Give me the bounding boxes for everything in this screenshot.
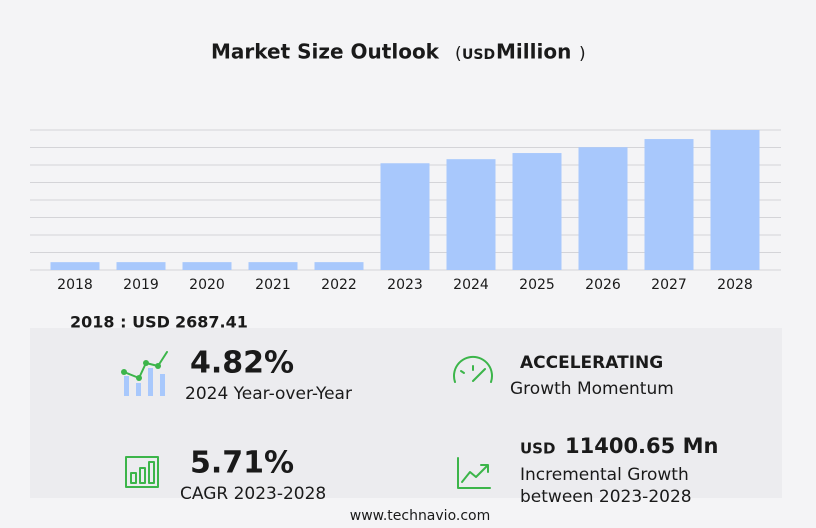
cagr-label: CAGR 2023-2028	[180, 484, 326, 504]
yoy-label: 2024 Year-over-Year	[185, 384, 352, 404]
bar	[50, 262, 100, 270]
momentum-value: ACCELERATING	[520, 353, 663, 373]
bar	[578, 147, 628, 270]
x-tick-label: 2022	[321, 277, 357, 293]
x-tick-label: 2025	[519, 277, 555, 293]
unit-close: )	[579, 44, 586, 64]
incremental-value: 11400.65 Mn	[565, 434, 718, 458]
x-tick-label: 2021	[255, 277, 291, 293]
x-tick-label: 2023	[387, 277, 423, 293]
momentum-label: Growth Momentum	[510, 379, 674, 399]
footer: www.technavio.com	[350, 508, 491, 524]
unit: Million	[496, 40, 571, 64]
x-tick-label: 2026	[585, 277, 621, 293]
summary-panel	[30, 328, 782, 498]
bar	[446, 159, 496, 270]
cagr-value: 5.71%	[190, 446, 294, 481]
chart-title: Market Size Outlook	[211, 40, 440, 64]
base-label: 2018 : USD	[70, 313, 170, 332]
unit-open: (	[455, 44, 462, 64]
x-tick-label: 2027	[651, 277, 687, 293]
x-tick-label: 2024	[453, 277, 489, 293]
bar	[314, 262, 364, 270]
bar	[116, 262, 166, 270]
incremental-icon	[457, 457, 491, 489]
unit-currency: USD	[462, 47, 495, 63]
incremental-label-1: Incremental Growth	[520, 465, 689, 485]
bar	[182, 262, 232, 270]
bar	[380, 163, 430, 270]
x-tick-label: 2028	[717, 277, 753, 293]
bar	[710, 130, 760, 270]
incremental-label-2: between 2023-2028	[520, 487, 692, 507]
x-tick-label: 2019	[123, 277, 159, 293]
bar	[512, 153, 562, 270]
x-tick-label: 2018	[57, 277, 93, 293]
yoy-value: 4.82%	[190, 346, 294, 381]
bar	[248, 262, 298, 270]
bar	[644, 139, 694, 270]
yoy-icon	[121, 351, 168, 396]
cagr-icon	[125, 456, 159, 488]
base-value: 2687.41	[175, 313, 248, 332]
incremental-currency: USD	[520, 440, 555, 458]
x-tick-label: 2020	[189, 277, 225, 293]
momentum-icon	[453, 355, 493, 383]
